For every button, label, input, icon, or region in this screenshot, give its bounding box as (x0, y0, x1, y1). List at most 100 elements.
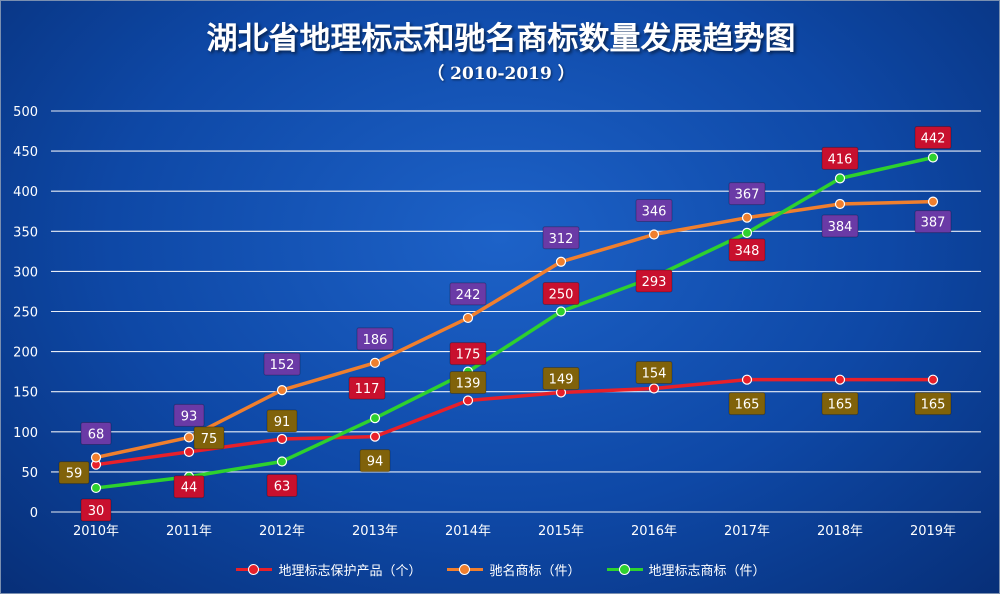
data-point (369, 431, 381, 442)
data-label: 293 (642, 275, 667, 290)
data-point (927, 196, 939, 207)
legend: 地理标志保护产品（个） 驰名商标（件） 地理标志商标（件） (1, 559, 1000, 579)
legend-swatch (447, 563, 484, 575)
series-line-3 (94, 155, 935, 490)
data-label: 165 (921, 398, 946, 413)
data-point (555, 256, 567, 267)
chart-title: 湖北省地理标志和驰名商标数量发展趋势图 (206, 21, 796, 57)
x-tick-label: 2010年 (73, 524, 119, 539)
data-label-box (914, 210, 952, 234)
legend-label: 地理标志保护产品（个） (278, 563, 422, 579)
data-label-box (728, 238, 766, 262)
y-tick-label: 450 (13, 145, 38, 160)
data-point (834, 374, 846, 385)
data-label: 367 (735, 188, 760, 203)
data-point (462, 395, 474, 406)
legend-marker (618, 563, 630, 575)
data-label: 442 (921, 132, 946, 147)
data-label: 68 (88, 427, 105, 442)
x-tick-label: 2013年 (352, 524, 398, 539)
data-point (834, 198, 846, 210)
data-label: 175 (456, 348, 481, 363)
x-tick-label: 2011年 (166, 524, 212, 539)
y-tick-label: 300 (13, 265, 38, 280)
y-tick-label: 200 (13, 346, 38, 361)
data-point (741, 374, 753, 385)
legend-swatch (236, 563, 273, 575)
data-label: 152 (270, 358, 295, 373)
data-label: 75 (201, 432, 218, 447)
data-label: 250 (549, 288, 574, 303)
legend-item-1: 地理标志保护产品（个） (236, 560, 421, 579)
data-label: 30 (88, 504, 105, 519)
y-tick-label: 100 (13, 426, 38, 441)
data-point (648, 229, 660, 240)
data-label-box (635, 269, 673, 293)
y-tick-label: 500 (13, 105, 38, 120)
data-label-box (821, 214, 859, 238)
data-label-box (173, 403, 205, 427)
y-tick-label: 50 (21, 466, 38, 481)
x-tick-label: 2014年 (445, 524, 491, 539)
legend-label: 驰名商标（件） (489, 563, 581, 579)
legend-label: 地理标志商标（件） (648, 563, 766, 579)
data-label: 94 (367, 455, 384, 470)
data-point (927, 152, 939, 163)
x-tick-label: 2018年 (817, 524, 863, 539)
data-label-box (542, 226, 580, 250)
chart-subtitle: （ 2010-2019 ） (427, 64, 575, 84)
data-label-box (348, 376, 386, 400)
data-label-box (821, 392, 859, 416)
data-label: 346 (642, 205, 667, 220)
data-label-box (914, 392, 952, 416)
data-label: 117 (355, 382, 380, 397)
data-label-box (193, 426, 225, 450)
data-label: 93 (181, 409, 198, 424)
legend-item-2: 驰名商标（件） (447, 560, 581, 579)
data-label: 165 (735, 398, 760, 413)
legend-marker (459, 563, 471, 575)
data-point (369, 413, 381, 424)
data-label-box (58, 461, 90, 485)
data-label-box (266, 473, 298, 497)
data-point (555, 306, 567, 317)
data-label: 186 (363, 333, 388, 348)
data-label-box (542, 367, 580, 391)
data-label-box (80, 498, 112, 522)
data-point (90, 482, 102, 494)
data-label-box (635, 360, 673, 384)
series-line-2 (94, 199, 935, 460)
data-label-box (635, 199, 673, 223)
data-point (741, 227, 753, 239)
data-label: 387 (921, 216, 946, 231)
series-line-1 (94, 377, 935, 467)
data-label: 139 (456, 377, 481, 392)
data-label: 384 (828, 220, 853, 235)
data-label-box (173, 475, 205, 499)
data-label-box (80, 421, 112, 445)
data-label: 59 (66, 467, 83, 482)
y-tick-label: 150 (13, 386, 38, 401)
data-label-box (728, 392, 766, 416)
data-label: 154 (642, 366, 667, 381)
data-label-box (728, 182, 766, 206)
data-label: 149 (549, 373, 574, 388)
data-label-box (542, 282, 580, 305)
data-point (927, 374, 939, 385)
data-label: 91 (274, 415, 291, 430)
y-tick-label: 0 (30, 506, 38, 521)
data-point (834, 173, 846, 184)
data-point (276, 384, 288, 396)
data-label-box (914, 126, 952, 150)
y-tick-label: 250 (13, 306, 38, 321)
data-label-box (359, 449, 391, 473)
data-label-box (449, 282, 487, 306)
data-point (276, 456, 288, 467)
data-point (462, 312, 474, 324)
x-tick-label: 2016年 (631, 524, 677, 539)
data-point (183, 446, 195, 457)
legend-marker (248, 563, 260, 575)
data-label-box (356, 327, 394, 351)
